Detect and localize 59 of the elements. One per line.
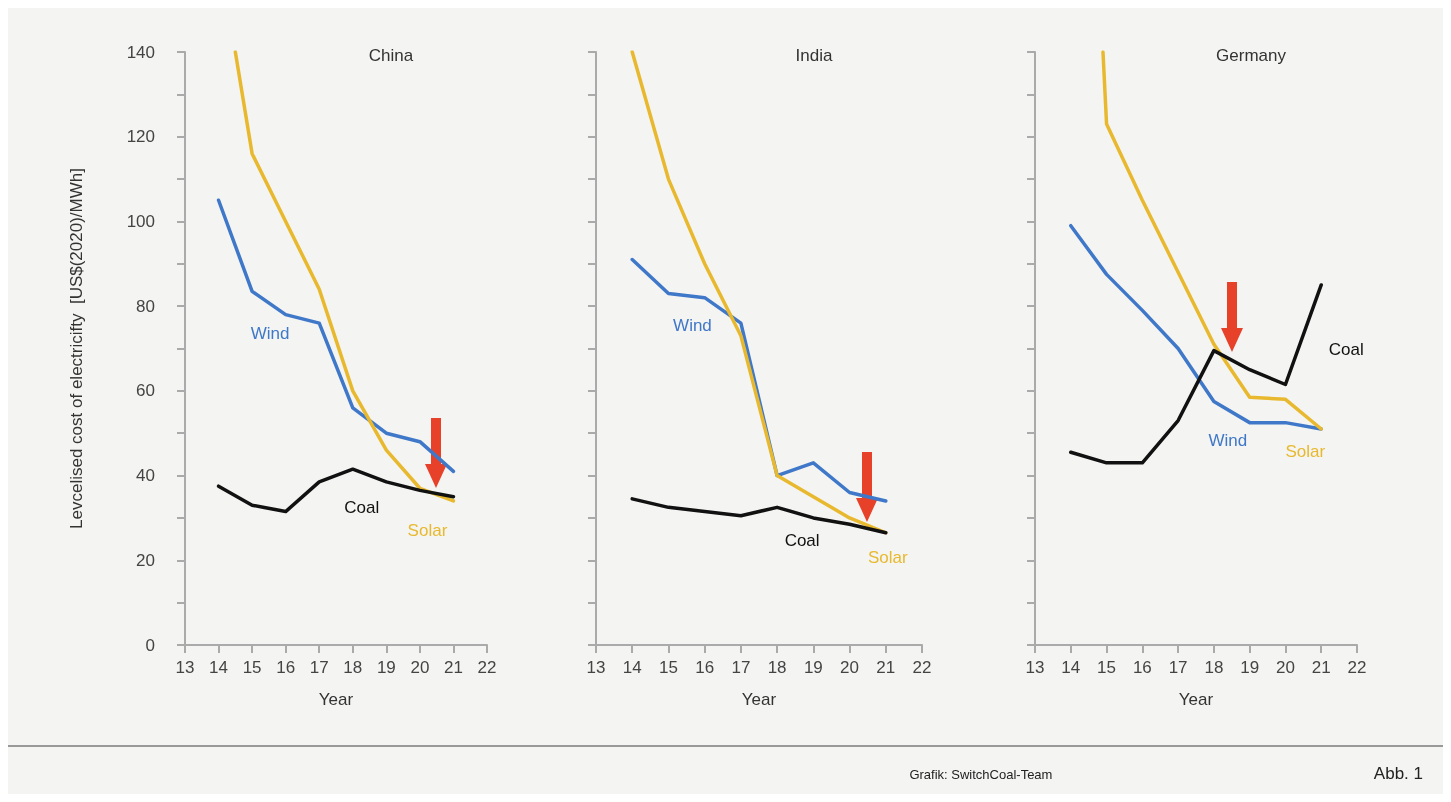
x-tick-label: 19 bbox=[376, 658, 396, 677]
text: Grafik: SwitchCoal-Team bbox=[908, 766, 1054, 782]
chart-title: China bbox=[368, 46, 414, 65]
series-label: Solar bbox=[867, 548, 908, 568]
series-label: Coal bbox=[784, 530, 820, 550]
x-tick-label: 15 bbox=[242, 658, 262, 677]
x-tick-label: 20 bbox=[410, 658, 430, 677]
series-label: Coal bbox=[344, 497, 380, 517]
y-tick-label: 120 bbox=[126, 127, 155, 147]
x-tick-label: 13 bbox=[586, 658, 606, 677]
x-tick-label: 15 bbox=[658, 658, 678, 677]
x-tick-label: 16 bbox=[276, 658, 296, 677]
line-series bbox=[216, 198, 456, 474]
x-axis-title: Year bbox=[1178, 690, 1214, 709]
chart-title: India bbox=[795, 46, 833, 65]
x-tick-label: 14 bbox=[1061, 658, 1081, 677]
y-tick-label: 40 bbox=[136, 466, 155, 486]
x-tick-label: 21 bbox=[876, 658, 896, 677]
line-series bbox=[233, 50, 456, 503]
x-axis-title: Year bbox=[318, 690, 354, 709]
x-tick-label: 14 bbox=[209, 658, 229, 677]
y-tick-label: 80 bbox=[136, 296, 155, 316]
x-tick-label: 18 bbox=[1204, 658, 1224, 677]
x-tick-label: 22 bbox=[477, 658, 497, 677]
y-tick-label: 60 bbox=[136, 381, 155, 401]
chart-title: Germany bbox=[1216, 46, 1287, 65]
x-tick-label: 21 bbox=[443, 658, 463, 677]
x-tick-label: 13 bbox=[175, 658, 195, 677]
y-tick-label: 20 bbox=[136, 550, 155, 570]
x-tick-label: 20 bbox=[1275, 658, 1295, 677]
series-label: Solar bbox=[407, 521, 448, 541]
x-tick-label: 20 bbox=[840, 658, 860, 677]
series-label: Wind bbox=[1208, 430, 1248, 450]
y-axis-title: Levcelised cost of electricifty [US$(2020)/MWh] bbox=[67, 168, 86, 529]
x-tick-label: 21 bbox=[1311, 658, 1331, 677]
x-tick-label: 19 bbox=[1240, 658, 1260, 677]
x-tick-label: 16 bbox=[1132, 658, 1152, 677]
x-tick-label: 22 bbox=[1347, 658, 1367, 677]
x-tick-label: 17 bbox=[309, 658, 329, 677]
x-tick-label: 16 bbox=[695, 658, 715, 677]
series-label: Wind bbox=[250, 323, 290, 343]
x-tick-label: 19 bbox=[803, 658, 823, 677]
caption: Abb. 1 bbox=[1373, 764, 1423, 784]
x-tick-label: 22 bbox=[912, 658, 932, 677]
series-label: Wind bbox=[673, 315, 712, 335]
x-tick-label: 18 bbox=[767, 658, 787, 677]
x-tick-label: 17 bbox=[1168, 658, 1188, 677]
y-tick-label: 140 bbox=[126, 42, 155, 62]
x-tick-label: 18 bbox=[343, 658, 363, 677]
series-label: Coal bbox=[1328, 340, 1364, 360]
series-label: Solar bbox=[1285, 442, 1326, 462]
line-series bbox=[216, 467, 456, 514]
x-tick-label: 14 bbox=[622, 658, 642, 677]
x-tick-label: 13 bbox=[1025, 658, 1045, 677]
y-tick-label: 0 bbox=[145, 635, 155, 655]
x-axis-title: Year bbox=[741, 690, 777, 709]
y-tick-label: 100 bbox=[126, 211, 155, 231]
x-tick-label: 15 bbox=[1097, 658, 1117, 677]
x-tick-label: 17 bbox=[731, 658, 751, 677]
